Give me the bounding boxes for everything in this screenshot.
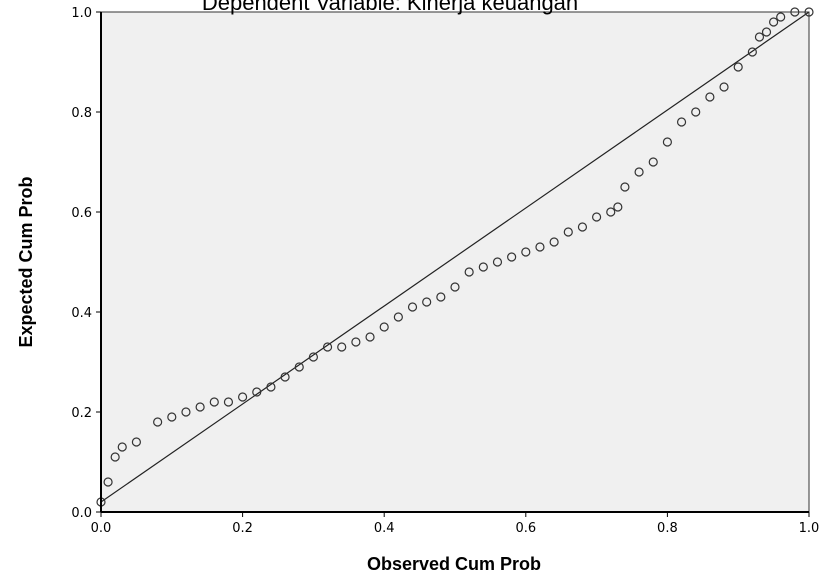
data-point: [117, 442, 127, 452]
data-point: [648, 157, 658, 167]
data-point: [195, 402, 205, 412]
data-point: [252, 387, 262, 397]
x-tick-label: 1.0: [799, 521, 820, 536]
x-tick-label: 0.0: [91, 521, 112, 536]
x-axis-title: Observed Cum Prob: [367, 554, 541, 574]
y-tick-label: 0.4: [71, 306, 92, 321]
data-point: [223, 397, 234, 407]
data-point: [768, 17, 779, 27]
data-point: [719, 82, 729, 92]
data-point: [181, 407, 191, 417]
data-point: [521, 247, 531, 257]
data-point: [167, 412, 177, 422]
data-point: [436, 292, 446, 302]
data-point: [238, 392, 248, 402]
data-point: [153, 417, 163, 427]
y-tick-label: 0.0: [71, 506, 92, 521]
data-point: [705, 92, 715, 102]
y-tick-label: 0.8: [71, 106, 92, 121]
data-point: [662, 137, 673, 147]
data-point: [322, 342, 333, 352]
data-point: [563, 227, 573, 237]
data-point: [549, 237, 559, 247]
data-point: [478, 262, 488, 272]
data-point: [591, 212, 602, 222]
data-point: [379, 322, 389, 332]
data-point: [365, 332, 375, 342]
data-point: [606, 207, 616, 217]
y-tick-label: 0.6: [71, 206, 92, 221]
data-point: [507, 252, 517, 262]
data-point: [209, 397, 219, 407]
data-point: [308, 352, 318, 362]
x-tick-label: 0.2: [232, 521, 253, 536]
data-point: [733, 62, 743, 72]
data-point: [747, 47, 757, 57]
data-point: [422, 297, 432, 307]
y-tick-label: 0.2: [71, 406, 92, 421]
data-point: [131, 437, 141, 447]
chart-title: Dependent Variable: Kinerja keuangan: [202, 0, 578, 15]
y-axis-title: Expected Cum Prob: [16, 176, 36, 347]
axis-ticks: 0.0 0.2 0.4 0.6 0.8 1.0 0.0 0.2 0.4 0.6 0.8 1.0: [71, 6, 819, 536]
data-points: [96, 7, 814, 507]
data-point: [110, 452, 120, 462]
y-tick-label: 1.0: [71, 6, 92, 21]
data-point: [535, 242, 545, 252]
data-point: [754, 32, 765, 42]
data-point: [492, 257, 503, 267]
data-point: [620, 182, 630, 192]
x-tick-label: 0.8: [657, 521, 678, 536]
data-point: [393, 312, 403, 322]
data-point: [103, 477, 113, 487]
data-point: [351, 337, 361, 347]
data-point: [776, 12, 786, 22]
data-point: [634, 167, 644, 177]
x-tick-label: 0.4: [374, 521, 395, 536]
data-point: [280, 372, 290, 382]
x-tick-label: 0.6: [515, 521, 536, 536]
data-point: [761, 27, 772, 37]
data-point: [266, 382, 276, 392]
plot-background: [101, 12, 809, 512]
data-point: [577, 222, 588, 232]
data-point: [407, 302, 418, 312]
data-point: [450, 282, 460, 292]
data-point: [676, 117, 687, 127]
data-point: [613, 202, 623, 212]
data-point: [464, 267, 474, 277]
data-point: [691, 107, 701, 117]
data-point: [294, 362, 304, 372]
reference-line: [100, 11, 810, 503]
data-point: [337, 342, 347, 352]
